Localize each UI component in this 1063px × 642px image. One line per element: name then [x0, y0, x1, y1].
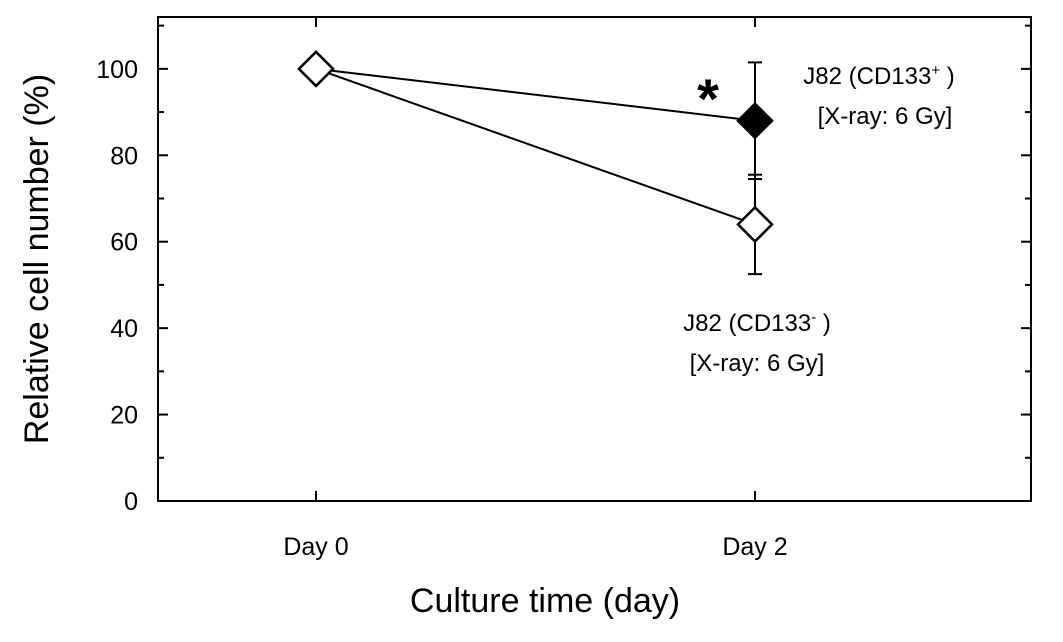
y-axis-title: Relative cell number (%): [18, 74, 56, 444]
y-tick-label: 100: [96, 56, 138, 84]
series-label-cd133-pos-line1: J82 (CD133+ ): [803, 62, 955, 90]
x-tick-label: Day 0: [283, 533, 348, 561]
x-axis: Day 0 Day 2: [283, 17, 788, 561]
y-tick-label: 0: [124, 488, 138, 516]
superscript-plus: +: [931, 62, 940, 79]
y-tick-label: 80: [110, 142, 138, 170]
significance-asterisk: *: [697, 67, 719, 130]
series-layer: [297, 50, 774, 276]
y-tick-label: 20: [110, 402, 138, 430]
series-label-cd133-pos-line2: [X-ray: 6 Gy]: [818, 103, 953, 130]
series-label-cd133-neg: J82 (CD133- ) [X-ray: 6 Gy]: [683, 309, 831, 377]
superscript-minus: -: [811, 309, 816, 326]
open-diamond-marker: [736, 205, 774, 244]
y-axis: 0 20 40 60 80 100: [96, 24, 1031, 516]
series-line-cd133-neg: [315, 67, 756, 226]
x-axis-title: Culture time (day): [410, 582, 680, 620]
y-tick-label: 60: [110, 229, 138, 257]
plot-area-border: [157, 16, 1032, 502]
series-label-cd133-pos: J82 (CD133+ ) [X-ray: 6 Gy]: [803, 62, 955, 130]
x-tick-label: Day 2: [722, 533, 787, 561]
series-label-cd133-neg-line1: J82 (CD133- ): [683, 309, 831, 337]
plot-frame: [157, 16, 1032, 502]
series-line-cd133-pos: [315, 67, 756, 122]
filled-diamond-marker: [736, 101, 774, 140]
open-diamond-marker: [297, 50, 335, 88]
y-tick-label: 40: [110, 315, 138, 343]
series-label-cd133-neg-line2: [X-ray: 6 Gy]: [690, 350, 825, 377]
